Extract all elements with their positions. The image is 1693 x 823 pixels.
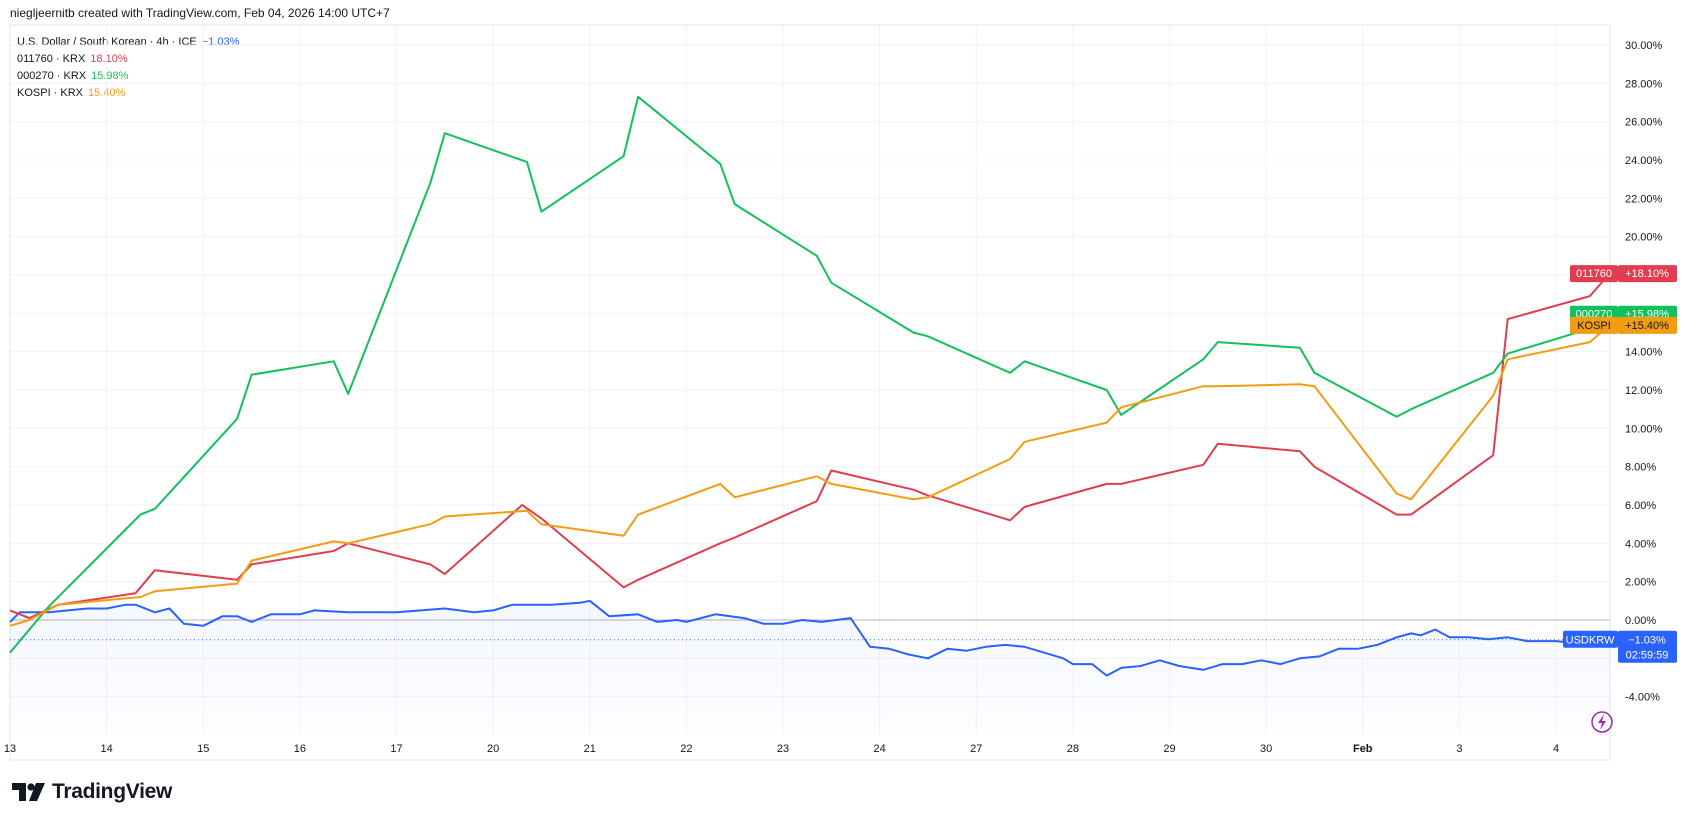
price-label-ticker: USDKRW <box>1566 635 1615 647</box>
chart-attribution: niegljeernitb created with TradingView.c… <box>10 6 390 20</box>
x-tick-label: 29 <box>1163 743 1175 755</box>
x-tick-label: 24 <box>874 743 886 755</box>
series-line-s000270[interactable] <box>9 95 1611 654</box>
tradingview-logo[interactable]: TradingView <box>12 780 172 804</box>
x-tick-label: 17 <box>390 743 402 755</box>
legend-pct: 18.10% <box>90 53 128 65</box>
usdkrw-area <box>10 600 1610 730</box>
x-tick-label: Feb <box>1353 743 1373 755</box>
x-tick-label: 23 <box>777 743 789 755</box>
y-tick-label: 26.00% <box>1625 117 1663 129</box>
x-tick-label: 28 <box>1067 743 1079 755</box>
x-tick-label: 15 <box>197 743 209 755</box>
x-tick-label: 22 <box>680 743 692 755</box>
y-tick-label: 8.00% <box>1625 462 1656 474</box>
price-label-ticker-box <box>1570 316 1618 334</box>
lightning-icon[interactable] <box>1591 711 1613 733</box>
y-tick-label: 10.00% <box>1625 423 1663 435</box>
y-tick-label: 12.00% <box>1625 385 1663 397</box>
x-tick-label: 3 <box>1456 743 1462 755</box>
x-tick-label: 13 <box>4 743 16 755</box>
series-line-usdkrw[interactable] <box>9 599 1611 677</box>
series-line-kospi[interactable] <box>9 324 1611 627</box>
x-tick-label: 4 <box>1553 743 1559 755</box>
x-tick-label: 30 <box>1260 743 1272 755</box>
legend-name: KOSPI · KRX <box>17 87 84 99</box>
y-tick-label: 30.00% <box>1625 40 1663 52</box>
x-tick-label: 16 <box>294 743 306 755</box>
price-label-countdown: 02:59:59 <box>1626 650 1669 662</box>
y-tick-label: 6.00% <box>1625 500 1656 512</box>
price-label-value: +18.10% <box>1625 268 1669 280</box>
price-label-ticker-box <box>1570 265 1618 283</box>
y-tick-label: 22.00% <box>1625 193 1663 205</box>
price-label-ticker-box <box>1563 630 1618 648</box>
x-tick-label: 20 <box>487 743 499 755</box>
y-tick-label: -4.00% <box>1625 692 1660 704</box>
y-tick-label: 28.00% <box>1625 78 1663 90</box>
price-label-value-box <box>1618 630 1677 663</box>
chart-frame <box>9 24 1611 761</box>
legend-pct: 15.98% <box>91 70 129 82</box>
x-tick-label: 27 <box>970 743 982 755</box>
x-tick-label: 14 <box>101 743 113 755</box>
y-tick-label: 0.00% <box>1625 615 1656 627</box>
legend-row-011760[interactable]: 011760 · KRX 18.10% <box>17 51 239 68</box>
legend-name: 000270 · KRX <box>17 70 87 82</box>
price-label-value-box <box>1618 265 1677 283</box>
y-tick-label: 24.00% <box>1625 155 1663 167</box>
tradingview-mark-icon <box>12 783 45 801</box>
price-label-value-box <box>1618 316 1677 334</box>
tradingview-wordmark: TradingView <box>52 780 173 803</box>
y-tick-label: 4.00% <box>1625 538 1656 550</box>
y-tick-label: 2.00% <box>1625 577 1656 589</box>
price-label-ticker: KOSPI <box>1577 320 1611 332</box>
legend-name: 011760 · KRX <box>17 53 86 65</box>
x-axis: 13 14 15 16 17 20 21 22 23 24 27 28 29 30 Feb 3 4 <box>4 743 1559 755</box>
price-label-value: +15.40% <box>1625 320 1669 332</box>
price-label-ticker: 011760 <box>1576 268 1612 280</box>
x-tick-label: 21 <box>584 743 596 755</box>
price-labels: 011760 +18.10%000270 +15.98%KOSPI +15.40%US… <box>1563 265 1677 663</box>
series-line-s011760[interactable] <box>9 272 1611 620</box>
y-tick-label: 20.00% <box>1625 232 1663 244</box>
price-label-value: −1.03% <box>1628 635 1666 647</box>
legend-row-000270[interactable]: 000270 · KRX 15.98% <box>17 68 239 85</box>
y-axis: 30.00% 28.00% 26.00% 24.00% 22.00% 20.00% 14.0… <box>1625 40 1663 704</box>
y-tick-label: 14.00% <box>1625 347 1663 359</box>
